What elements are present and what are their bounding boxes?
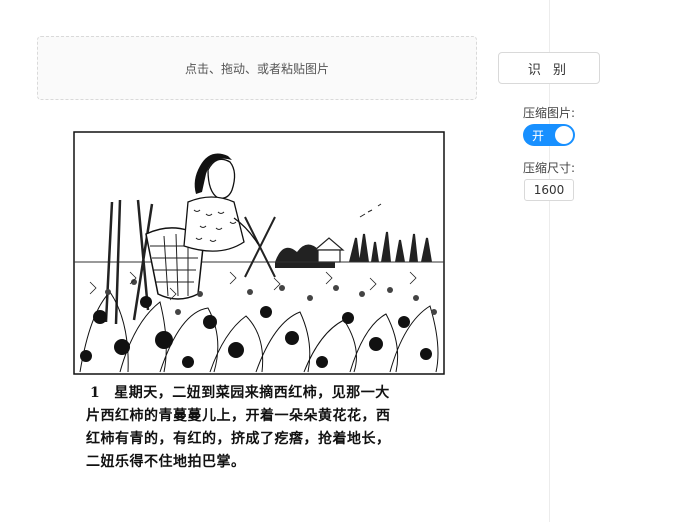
uploaded-image-preview <box>60 122 460 512</box>
panel-divider <box>549 0 550 522</box>
image-upload-dropzone[interactable]: 点击、拖动、或者粘贴图片 <box>37 36 477 100</box>
comic-illustration <box>73 131 445 375</box>
caption-number: 1 <box>90 385 101 401</box>
caption-line-1: 1 星期天，二妞到菜园来摘西红柿，见那一大 <box>86 382 446 405</box>
compress-size-label: 压缩尺寸: <box>522 161 576 175</box>
caption-line-3: 红柿有青的，有红的，挤成了疙瘩，抢着地长， <box>86 431 391 447</box>
toggle-state-text: 开 <box>532 129 545 143</box>
toggle-knob <box>555 126 573 144</box>
image-caption-text: 1 星期天，二妞到菜园来摘西红柿，见那一大 片西红柿的青蔓蔓儿上，开着一朵朵黄花花… <box>86 382 446 474</box>
compress-image-toggle[interactable]: 开 <box>523 124 575 146</box>
recognize-button[interactable]: 识 别 <box>498 52 600 84</box>
compress-size-input[interactable] <box>524 179 574 201</box>
caption-line-2: 片西红柿的青蔓蔓儿上，开着一朵朵黄花花，西 <box>86 408 391 424</box>
options-panel: 识 别 压缩图片: 开 压缩尺寸: <box>490 52 608 201</box>
caption-line-1-text: 星期天，二妞到菜园来摘西红柿，见那一大 <box>114 385 390 401</box>
compress-image-label: 压缩图片: <box>522 106 576 120</box>
caption-line-4: 二妞乐得不住地拍巴掌。 <box>86 454 246 470</box>
upload-hint: 点击、拖动、或者粘贴图片 <box>184 61 329 76</box>
